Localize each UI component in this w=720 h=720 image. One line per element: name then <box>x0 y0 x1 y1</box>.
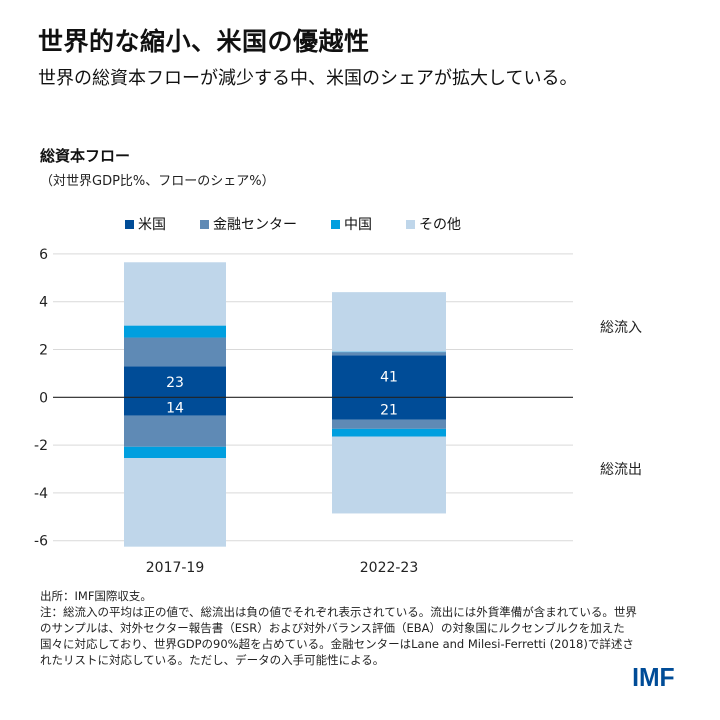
x-tick-label: 2022-23 <box>360 560 419 576</box>
y-tick-label: -4 <box>34 486 48 502</box>
y-tick-label: 6 <box>39 247 48 263</box>
bar-segment-outflow <box>332 428 446 437</box>
bar-segment-inflow <box>332 352 446 356</box>
chart-title: 総資本フロー <box>40 147 131 165</box>
legend-label: 金融センター <box>213 217 297 233</box>
x-tick-label: 2017-19 <box>146 560 205 576</box>
outflow-label: 総流出 <box>600 462 642 478</box>
y-tick-label: 0 <box>39 390 48 406</box>
bar-segment-outflow <box>332 419 446 429</box>
bar-segment-outflow <box>124 415 226 447</box>
bar-segment-outflow <box>124 446 226 459</box>
bar-segment-outflow <box>124 458 226 547</box>
chart-subtitle: （対世界GDP比%、フローのシェア%） <box>40 174 275 189</box>
legend-swatch <box>200 219 209 229</box>
notes: 出所：IMF国際収支。 注：総流入の平均は正の値で、総流出は負の値でそれぞれ表示… <box>40 588 640 668</box>
bar-segment-outflow <box>124 397 226 416</box>
y-tick-label: -2 <box>34 438 48 454</box>
legend-item: 中国 <box>331 214 372 234</box>
legend-swatch <box>331 219 340 229</box>
legend: 米国 金融センター 中国 その他 <box>125 214 461 234</box>
bar-segment-inflow <box>124 325 226 338</box>
page-subtitle: 世界の総資本フローが減少する中、米国のシェアが拡大している。 <box>38 68 578 89</box>
bar-segment-outflow <box>332 436 446 514</box>
bar-segment-outflow <box>332 397 446 420</box>
y-tick-label: 4 <box>39 295 48 311</box>
bar-segment-inflow <box>124 366 226 398</box>
legend-item: その他 <box>406 214 461 234</box>
bar-segment-inflow <box>124 337 226 367</box>
legend-label: その他 <box>419 217 461 233</box>
data-label-outflow: 14 <box>166 400 184 416</box>
y-tick-label: 2 <box>39 343 48 359</box>
inflow-label: 総流入 <box>600 320 642 336</box>
legend-label: 米国 <box>138 217 166 233</box>
data-label-inflow: 41 <box>380 369 398 385</box>
footnote: 注：総流入の平均は正の値で、総流出は負の値でそれぞれ表示されている。流出には外貨… <box>40 605 637 667</box>
y-tick-label: -6 <box>34 534 48 550</box>
source-note: 出所：IMF国際収支。 <box>40 589 152 603</box>
bar-segment-inflow <box>332 355 446 398</box>
imf-logo: IMF <box>632 662 675 692</box>
data-label-inflow: 23 <box>166 375 184 391</box>
bar-segment-inflow <box>124 262 226 326</box>
data-label-outflow: 21 <box>380 403 398 419</box>
legend-swatch <box>406 219 415 229</box>
legend-swatch <box>125 219 134 229</box>
legend-label: 中国 <box>344 217 372 233</box>
page-title: 世界的な縮小、米国の優越性 <box>38 27 370 56</box>
bar-segment-inflow <box>332 292 446 352</box>
legend-item: 米国 <box>125 214 166 234</box>
legend-item: 金融センター <box>200 214 297 234</box>
